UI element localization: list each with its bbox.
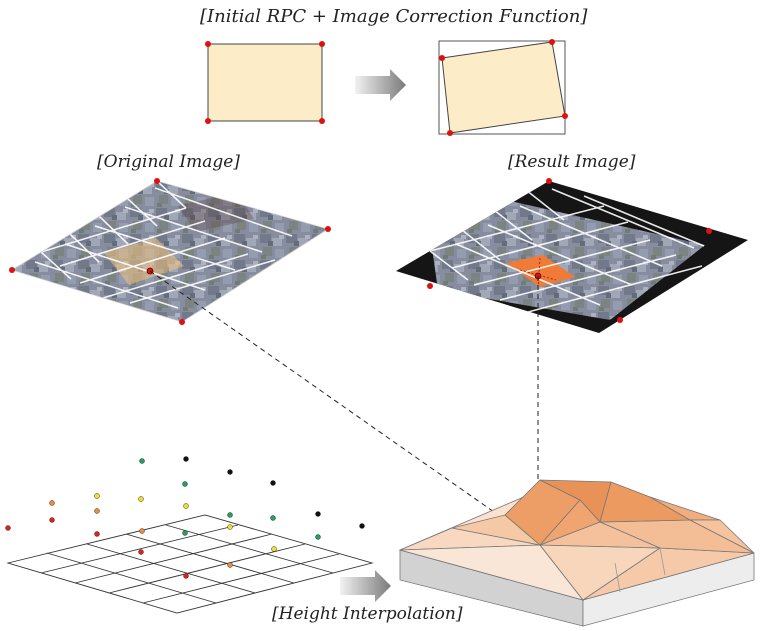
result-highlight-tile [506, 255, 575, 287]
correction-function-label: [Initial RPC + Image Correction Function… [200, 6, 588, 27]
result-image-label: [Result Image] [508, 152, 636, 172]
original-image-label: [Original Image] [97, 152, 240, 172]
corrected-rectangle [438, 39, 568, 136]
result-image [396, 178, 748, 333]
terrain-model [398, 479, 755, 627]
original-highlight-tile [104, 238, 184, 285]
height-points [5, 456, 365, 579]
initial-rpc-rectangle [205, 41, 325, 124]
original-image [9, 178, 331, 325]
projection-line-original [149, 270, 535, 541]
transform-arrow-top [355, 69, 406, 101]
interpolation-arrow [340, 570, 391, 602]
height-point-grid [6, 514, 374, 614]
height-interpolation-label: [Height Interpolation] [272, 604, 463, 624]
